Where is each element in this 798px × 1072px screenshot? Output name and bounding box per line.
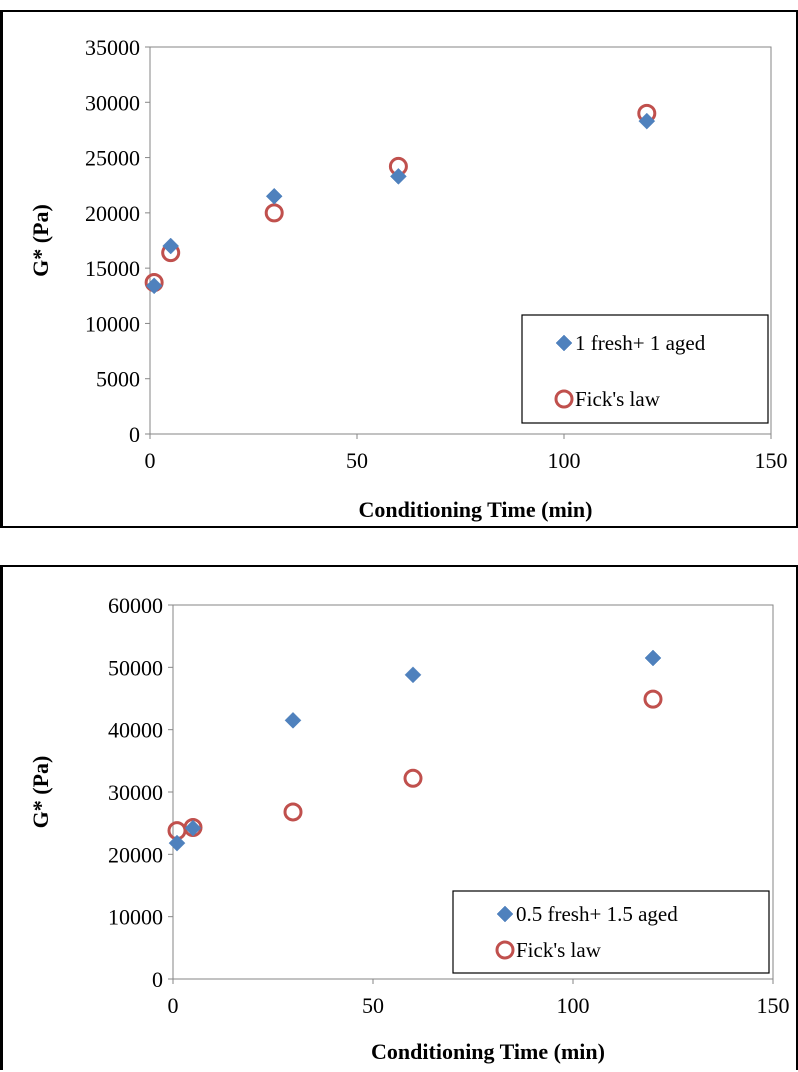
chart-1-frame: 0 5000 10000 15000 20000 25000 30000 35000 0 50 10… xyxy=(0,10,798,528)
x-tick-label: 100 xyxy=(548,448,581,473)
y-tick-label: 60000 xyxy=(108,593,163,618)
y-tick-label: 0 xyxy=(129,422,140,447)
y-tick-label: 10000 xyxy=(85,311,140,336)
legend-marker-circle xyxy=(495,940,515,960)
data-point-diamond xyxy=(404,666,422,684)
y-tick-label: 20000 xyxy=(85,201,140,226)
data-point-diamond xyxy=(284,711,302,729)
x-tick-label: 100 xyxy=(557,993,590,1018)
data-point-diamond xyxy=(390,168,407,185)
x-axis-label: Conditioning Time (min) xyxy=(359,497,593,522)
y-tick-label: 50000 xyxy=(108,655,163,680)
x-tick-label: 150 xyxy=(757,993,790,1018)
x-axis-label: Conditioning Time (min) xyxy=(371,1039,605,1064)
data-point-diamond xyxy=(162,237,180,255)
x-tick-label: 0 xyxy=(145,448,156,473)
legend-entry-label: 0.5 fresh+ 1.5 aged xyxy=(516,902,678,926)
data-point-diamond xyxy=(168,834,186,852)
data-point-circle xyxy=(283,802,303,822)
data-point-diamond xyxy=(265,187,283,205)
x-tick-label: 0 xyxy=(168,993,179,1018)
legend: 1 fresh+ 1 aged Fick's law xyxy=(521,314,769,424)
y-tick-label: 30000 xyxy=(85,90,140,115)
legend-box xyxy=(521,314,769,424)
data-point-circle xyxy=(403,768,423,788)
data-point-diamond xyxy=(184,819,202,837)
y-tick-label: 20000 xyxy=(108,842,163,867)
y-tick-label: 40000 xyxy=(108,718,163,743)
y-tick-label: 15000 xyxy=(85,256,140,281)
legend-entry-label: Fick's law xyxy=(575,387,661,411)
series-measured xyxy=(145,112,656,295)
data-point-diamond xyxy=(638,112,656,130)
y-axis-label: G* (Pa) xyxy=(28,204,53,277)
data-point-diamond xyxy=(145,277,163,295)
legend-entry-label: 1 fresh+ 1 aged xyxy=(575,331,706,355)
data-point-diamond xyxy=(644,649,662,667)
chart-2-frame: 0 10000 20000 30000 40000 50000 60000 0 50 100 150… xyxy=(0,565,798,1070)
legend: 0.5 fresh+ 1.5 aged Fick's law xyxy=(452,890,770,974)
y-tick-label: 5000 xyxy=(96,367,140,392)
series-measured xyxy=(168,649,662,852)
chart-1: 0 5000 10000 15000 20000 25000 30000 35000 0 50 10… xyxy=(28,35,788,522)
legend-marker-diamond xyxy=(555,334,573,352)
legend-marker-diamond xyxy=(496,905,514,923)
legend-entry-label: Fick's law xyxy=(516,938,602,962)
data-point-circle xyxy=(643,689,663,709)
data-point-circle xyxy=(264,203,284,223)
y-tick-label: 0 xyxy=(152,967,163,992)
legend-box xyxy=(452,890,770,974)
y-tick-label: 10000 xyxy=(108,905,163,930)
y-tick-label: 30000 xyxy=(108,780,163,805)
y-axis-label: G* (Pa) xyxy=(28,756,53,829)
x-tick-label: 50 xyxy=(362,993,384,1018)
legend-marker-circle xyxy=(554,389,574,409)
x-tick-label: 150 xyxy=(755,448,788,473)
y-tick-label: 35000 xyxy=(85,35,140,60)
chart-2: 0 10000 20000 30000 40000 50000 60000 0 50 100 150… xyxy=(28,593,790,1064)
x-tick-label: 50 xyxy=(346,448,368,473)
y-tick-label: 25000 xyxy=(85,146,140,171)
